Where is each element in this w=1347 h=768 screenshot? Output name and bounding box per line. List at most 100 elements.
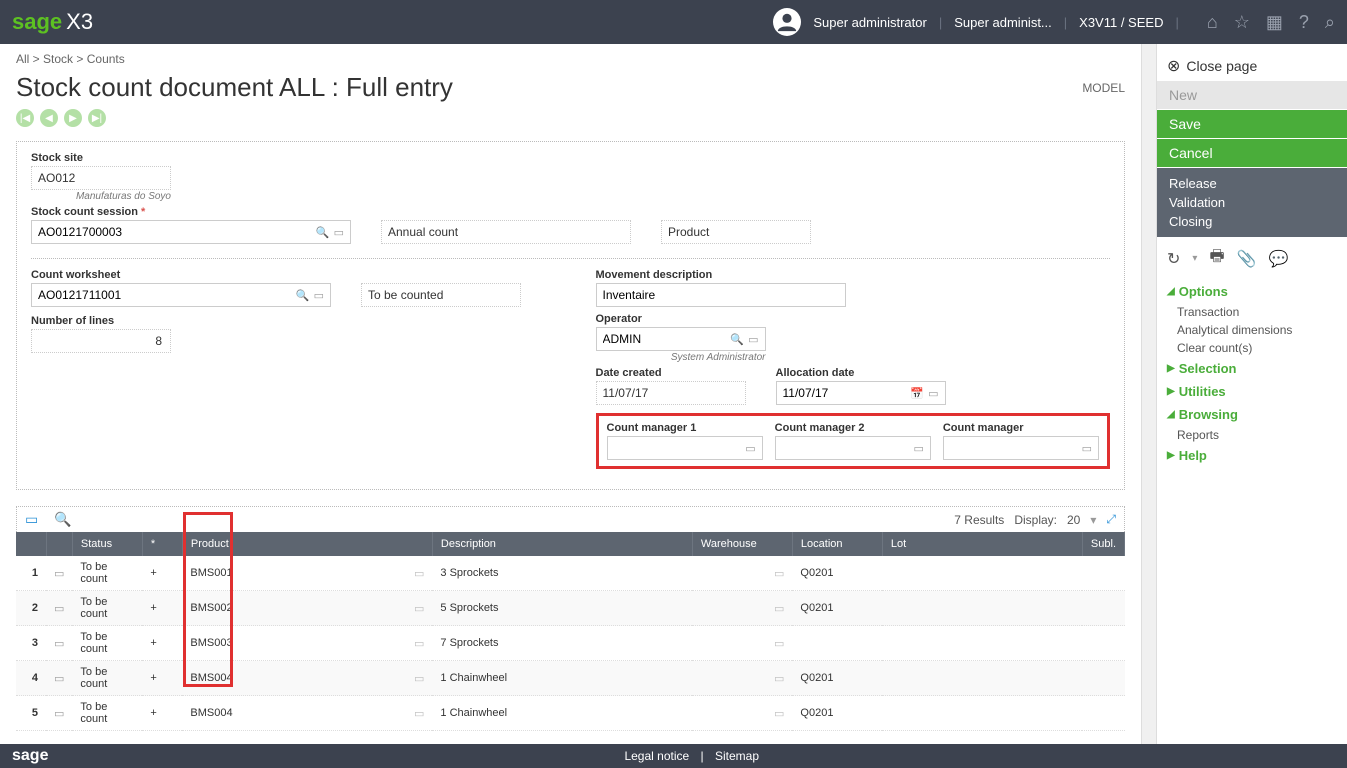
table-row[interactable]: 4 ▭ To be count + BMS004▭ 1 Chainwheel ▭…: [16, 661, 1125, 696]
row-number: 1: [16, 556, 46, 591]
alloc-date-input[interactable]: 📅▭: [776, 381, 946, 405]
cancel-button[interactable]: Cancel: [1157, 139, 1347, 167]
calendar-icon[interactable]: 📅: [910, 387, 924, 400]
cell-location: Q0201: [792, 696, 882, 731]
release-button[interactable]: Release: [1169, 174, 1335, 193]
reports-link[interactable]: Reports: [1157, 426, 1347, 444]
attachment-icon[interactable]: 📎: [1237, 249, 1257, 269]
cell-star: +: [142, 591, 182, 626]
bc-stock[interactable]: Stock: [43, 52, 73, 66]
logo-x3: X3: [66, 9, 93, 34]
close-page-button[interactable]: ⊗ Close page: [1157, 52, 1347, 80]
card-icon[interactable]: ▭: [334, 226, 344, 239]
card-icon[interactable]: ▭: [1082, 442, 1092, 455]
row-card-icon[interactable]: ▭: [46, 661, 72, 696]
right-panel: ⊗ Close page New Save Cancel Release Val…: [1157, 44, 1347, 744]
help-icon[interactable]: ?: [1299, 12, 1309, 33]
cell-star: +: [142, 626, 182, 661]
cell-desc: 1 Chainwheel: [432, 696, 692, 731]
alloc-date-label: Allocation date: [776, 367, 946, 379]
save-button[interactable]: Save: [1157, 110, 1347, 138]
table-row[interactable]: 2 ▭ To be count + BMS002▭ 5 Sprockets ▭ …: [16, 591, 1125, 626]
nav-first-icon[interactable]: |◀: [16, 109, 34, 127]
cell-product: BMS004▭: [182, 696, 432, 731]
row-card-icon[interactable]: ▭: [46, 591, 72, 626]
col-status[interactable]: Status: [72, 532, 142, 556]
env-label[interactable]: X3V11 / SEED: [1079, 15, 1163, 30]
nav-prev-icon[interactable]: ◀: [40, 109, 58, 127]
card-icon[interactable]: ▭: [928, 387, 938, 400]
cell-lot: [882, 696, 1082, 731]
col-desc[interactable]: Description: [432, 532, 692, 556]
user-short[interactable]: Super administ...: [954, 15, 1052, 30]
validation-button[interactable]: Validation: [1169, 193, 1335, 212]
search-icon[interactable]: ⌕: [1325, 12, 1335, 33]
cm1-label: Count manager 1: [607, 422, 763, 434]
print-icon[interactable]: 🖶: [1209, 245, 1224, 272]
col-warehouse[interactable]: Warehouse: [692, 532, 792, 556]
comment-icon[interactable]: 💬: [1268, 249, 1288, 269]
help-section[interactable]: ▶Help: [1157, 444, 1347, 467]
model-label[interactable]: MODEL: [1082, 81, 1125, 95]
row-card-icon[interactable]: ▭: [46, 556, 72, 591]
col-product[interactable]: Product: [182, 532, 432, 556]
col-lot[interactable]: Lot: [882, 532, 1082, 556]
new-button[interactable]: New: [1157, 81, 1347, 109]
star-icon[interactable]: ☆: [1234, 12, 1250, 33]
col-subl[interactable]: Subl.: [1082, 532, 1124, 556]
cell-status: To be count: [72, 556, 142, 591]
cm2-label: Count manager 2: [775, 422, 931, 434]
session-input[interactable]: 🔍▭: [31, 220, 351, 244]
closing-button[interactable]: Closing: [1169, 212, 1335, 231]
selection-section[interactable]: ▶Selection: [1157, 357, 1347, 380]
cell-subl: [1082, 696, 1124, 731]
cell-status: To be count: [72, 661, 142, 696]
options-section[interactable]: ◢Options: [1157, 280, 1347, 303]
cell-status: To be count: [72, 626, 142, 661]
cell-location: Q0201: [792, 591, 882, 626]
browsing-section[interactable]: ◢Browsing: [1157, 403, 1347, 426]
legal-notice-link[interactable]: Legal notice: [624, 749, 689, 763]
scroll-gutter[interactable]: [1141, 44, 1157, 744]
display-value[interactable]: 20: [1067, 513, 1080, 527]
home-icon[interactable]: ⌂: [1207, 12, 1218, 33]
lookup-icon[interactable]: 🔍: [730, 333, 744, 346]
clear-counts-link[interactable]: Clear count(s): [1157, 339, 1347, 357]
analytical-link[interactable]: Analytical dimensions: [1157, 321, 1347, 339]
lookup-icon[interactable]: 🔍: [296, 289, 310, 302]
nav-last-icon[interactable]: ▶|: [88, 109, 106, 127]
cm2-input[interactable]: ▭: [775, 436, 931, 460]
cm3-input[interactable]: ▭: [943, 436, 1099, 460]
cell-subl: [1082, 626, 1124, 661]
movement-input[interactable]: [596, 283, 846, 307]
card-icon[interactable]: ▭: [745, 442, 755, 455]
table-row[interactable]: 5 ▭ To be count + BMS004▭ 1 Chainwheel ▭…: [16, 696, 1125, 731]
transaction-link[interactable]: Transaction: [1157, 303, 1347, 321]
card-icon[interactable]: ▭: [314, 289, 324, 302]
bc-counts[interactable]: Counts: [87, 52, 125, 66]
row-card-icon[interactable]: ▭: [46, 626, 72, 661]
refresh-icon[interactable]: ↻: [1167, 249, 1180, 269]
lookup-icon[interactable]: 🔍: [316, 226, 330, 239]
utilities-section[interactable]: ▶Utilities: [1157, 380, 1347, 403]
sitemap-link[interactable]: Sitemap: [715, 749, 759, 763]
table-search-icon[interactable]: 🔍: [54, 511, 71, 528]
display-dropdown-icon[interactable]: ▾: [1090, 513, 1096, 527]
operator-input[interactable]: 🔍▭: [596, 327, 766, 351]
nav-next-icon[interactable]: ▶: [64, 109, 82, 127]
table-row[interactable]: 3 ▭ To be count + BMS003▭ 7 Sprockets ▭: [16, 626, 1125, 661]
worksheet-input[interactable]: 🔍▭: [31, 283, 331, 307]
panel-icon[interactable]: ▦: [1266, 12, 1283, 33]
cm1-input[interactable]: ▭: [607, 436, 763, 460]
avatar[interactable]: [773, 8, 801, 36]
table-card-icon[interactable]: ▭: [25, 511, 38, 528]
card-icon[interactable]: ▭: [913, 442, 923, 455]
expand-icon[interactable]: ⤢: [1106, 512, 1116, 527]
bc-all[interactable]: All: [16, 52, 29, 66]
col-star[interactable]: *: [142, 532, 182, 556]
row-card-icon[interactable]: ▭: [46, 696, 72, 731]
table-row[interactable]: 1 ▭ To be count + BMS001▭ 3 Sprockets ▭ …: [16, 556, 1125, 591]
col-location[interactable]: Location: [792, 532, 882, 556]
logo: sageX3: [12, 9, 93, 35]
card-icon[interactable]: ▭: [748, 333, 758, 346]
